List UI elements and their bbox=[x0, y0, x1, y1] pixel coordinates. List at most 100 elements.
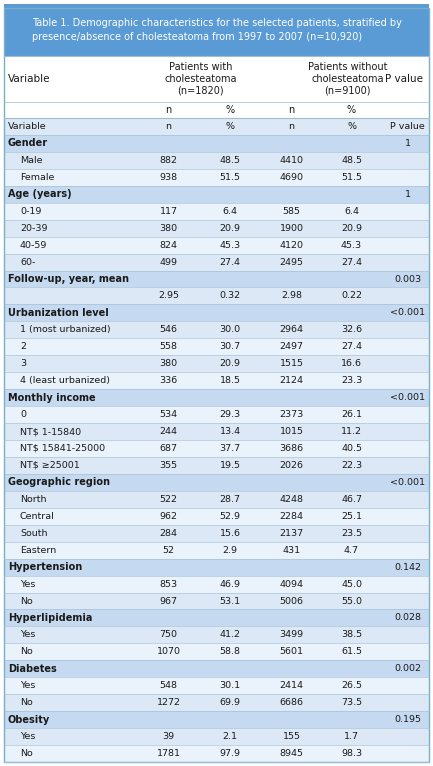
Text: 687: 687 bbox=[159, 444, 178, 453]
Text: 4410: 4410 bbox=[279, 155, 304, 165]
Text: 53.1: 53.1 bbox=[220, 597, 241, 605]
Text: 2964: 2964 bbox=[279, 326, 304, 334]
Text: %: % bbox=[347, 122, 356, 131]
Text: 1 (most urbanized): 1 (most urbanized) bbox=[20, 326, 110, 334]
Text: 2.98: 2.98 bbox=[281, 291, 302, 300]
Text: 13.4: 13.4 bbox=[220, 427, 241, 436]
Bar bbox=[4, 694, 429, 711]
Text: P value: P value bbox=[390, 122, 425, 131]
Text: Table 1. Demographic characteristics for the selected patients, stratified by
pr: Table 1. Demographic characteristics for… bbox=[32, 18, 401, 41]
Text: 2414: 2414 bbox=[279, 681, 304, 690]
Text: 2373: 2373 bbox=[279, 410, 304, 419]
Bar bbox=[4, 423, 429, 440]
Text: Follow-up, year, mean: Follow-up, year, mean bbox=[8, 274, 129, 284]
Text: 69.9: 69.9 bbox=[220, 698, 240, 707]
Text: 0-19: 0-19 bbox=[20, 207, 42, 216]
Text: 548: 548 bbox=[159, 681, 178, 690]
Text: 28.7: 28.7 bbox=[220, 495, 240, 504]
Text: P value: P value bbox=[385, 74, 423, 84]
Bar bbox=[4, 610, 429, 627]
Text: 15.6: 15.6 bbox=[220, 529, 240, 538]
Bar bbox=[4, 203, 429, 220]
Text: 30.7: 30.7 bbox=[220, 342, 241, 352]
Text: Gender: Gender bbox=[8, 139, 48, 149]
Text: 51.5: 51.5 bbox=[341, 173, 362, 182]
Bar bbox=[4, 474, 429, 491]
Text: South: South bbox=[20, 529, 48, 538]
Text: Female: Female bbox=[20, 173, 55, 182]
Text: 534: 534 bbox=[159, 410, 178, 419]
Bar bbox=[4, 525, 429, 542]
Text: 19.5: 19.5 bbox=[220, 461, 240, 470]
Text: 6686: 6686 bbox=[279, 698, 304, 707]
Bar bbox=[4, 220, 429, 237]
Text: No: No bbox=[20, 647, 33, 656]
Text: %: % bbox=[226, 122, 235, 131]
Bar bbox=[4, 4, 429, 56]
Text: 51.5: 51.5 bbox=[220, 173, 240, 182]
Text: 853: 853 bbox=[159, 580, 178, 588]
Text: Variable: Variable bbox=[8, 74, 51, 84]
Text: 40-59: 40-59 bbox=[20, 241, 47, 250]
Text: Yes: Yes bbox=[20, 580, 36, 588]
Bar bbox=[4, 270, 429, 287]
Bar bbox=[4, 118, 429, 135]
Bar bbox=[4, 593, 429, 610]
Text: 27.4: 27.4 bbox=[341, 257, 362, 267]
Text: 48.5: 48.5 bbox=[220, 155, 240, 165]
Bar bbox=[4, 135, 429, 152]
Text: NT$ 15841-25000: NT$ 15841-25000 bbox=[20, 444, 105, 453]
Text: 4 (least urbanized): 4 (least urbanized) bbox=[20, 376, 110, 385]
Text: 73.5: 73.5 bbox=[341, 698, 362, 707]
Text: Yes: Yes bbox=[20, 732, 36, 741]
Text: Diabetes: Diabetes bbox=[8, 664, 57, 674]
Bar bbox=[4, 558, 429, 575]
Text: Hyperlipidemia: Hyperlipidemia bbox=[8, 613, 92, 623]
Bar bbox=[4, 643, 429, 660]
Text: 20.9: 20.9 bbox=[220, 224, 240, 233]
Text: 26.5: 26.5 bbox=[341, 681, 362, 690]
Text: 2137: 2137 bbox=[279, 529, 304, 538]
Text: 2497: 2497 bbox=[279, 342, 304, 352]
Bar bbox=[4, 389, 429, 406]
Text: 244: 244 bbox=[159, 427, 178, 436]
Text: 2: 2 bbox=[20, 342, 26, 352]
Text: Geographic region: Geographic region bbox=[8, 477, 110, 487]
Text: 499: 499 bbox=[159, 257, 178, 267]
Text: 546: 546 bbox=[159, 326, 178, 334]
Text: 0.195: 0.195 bbox=[394, 715, 421, 724]
Text: 2495: 2495 bbox=[279, 257, 304, 267]
Bar bbox=[4, 152, 429, 169]
Text: 30.0: 30.0 bbox=[220, 326, 241, 334]
Text: 5601: 5601 bbox=[279, 647, 304, 656]
Text: 6.4: 6.4 bbox=[223, 207, 237, 216]
Bar bbox=[4, 322, 429, 339]
Bar bbox=[4, 711, 429, 728]
Bar bbox=[4, 287, 429, 304]
Text: 0.028: 0.028 bbox=[394, 614, 421, 623]
Bar bbox=[4, 304, 429, 322]
Bar bbox=[4, 237, 429, 254]
Text: 355: 355 bbox=[159, 461, 178, 470]
Text: Yes: Yes bbox=[20, 681, 36, 690]
Text: 558: 558 bbox=[159, 342, 178, 352]
Text: n: n bbox=[165, 105, 171, 115]
Text: n: n bbox=[288, 105, 294, 115]
Text: 1781: 1781 bbox=[156, 749, 181, 758]
Text: 1900: 1900 bbox=[279, 224, 304, 233]
Text: 336: 336 bbox=[159, 376, 178, 385]
Bar bbox=[4, 491, 429, 508]
Text: 45.3: 45.3 bbox=[220, 241, 241, 250]
Text: 11.2: 11.2 bbox=[341, 427, 362, 436]
Text: 61.5: 61.5 bbox=[341, 647, 362, 656]
Text: Variable: Variable bbox=[8, 122, 47, 131]
Bar bbox=[4, 627, 429, 643]
Text: Patients without
cholesteatoma
(n=9100): Patients without cholesteatoma (n=9100) bbox=[308, 62, 387, 96]
Text: 97.9: 97.9 bbox=[220, 749, 240, 758]
Text: Monthly income: Monthly income bbox=[8, 393, 96, 403]
Text: 1515: 1515 bbox=[279, 359, 304, 368]
Text: North: North bbox=[20, 495, 46, 504]
Text: Central: Central bbox=[20, 512, 55, 521]
Text: 4690: 4690 bbox=[279, 173, 304, 182]
Text: 0.32: 0.32 bbox=[220, 291, 241, 300]
